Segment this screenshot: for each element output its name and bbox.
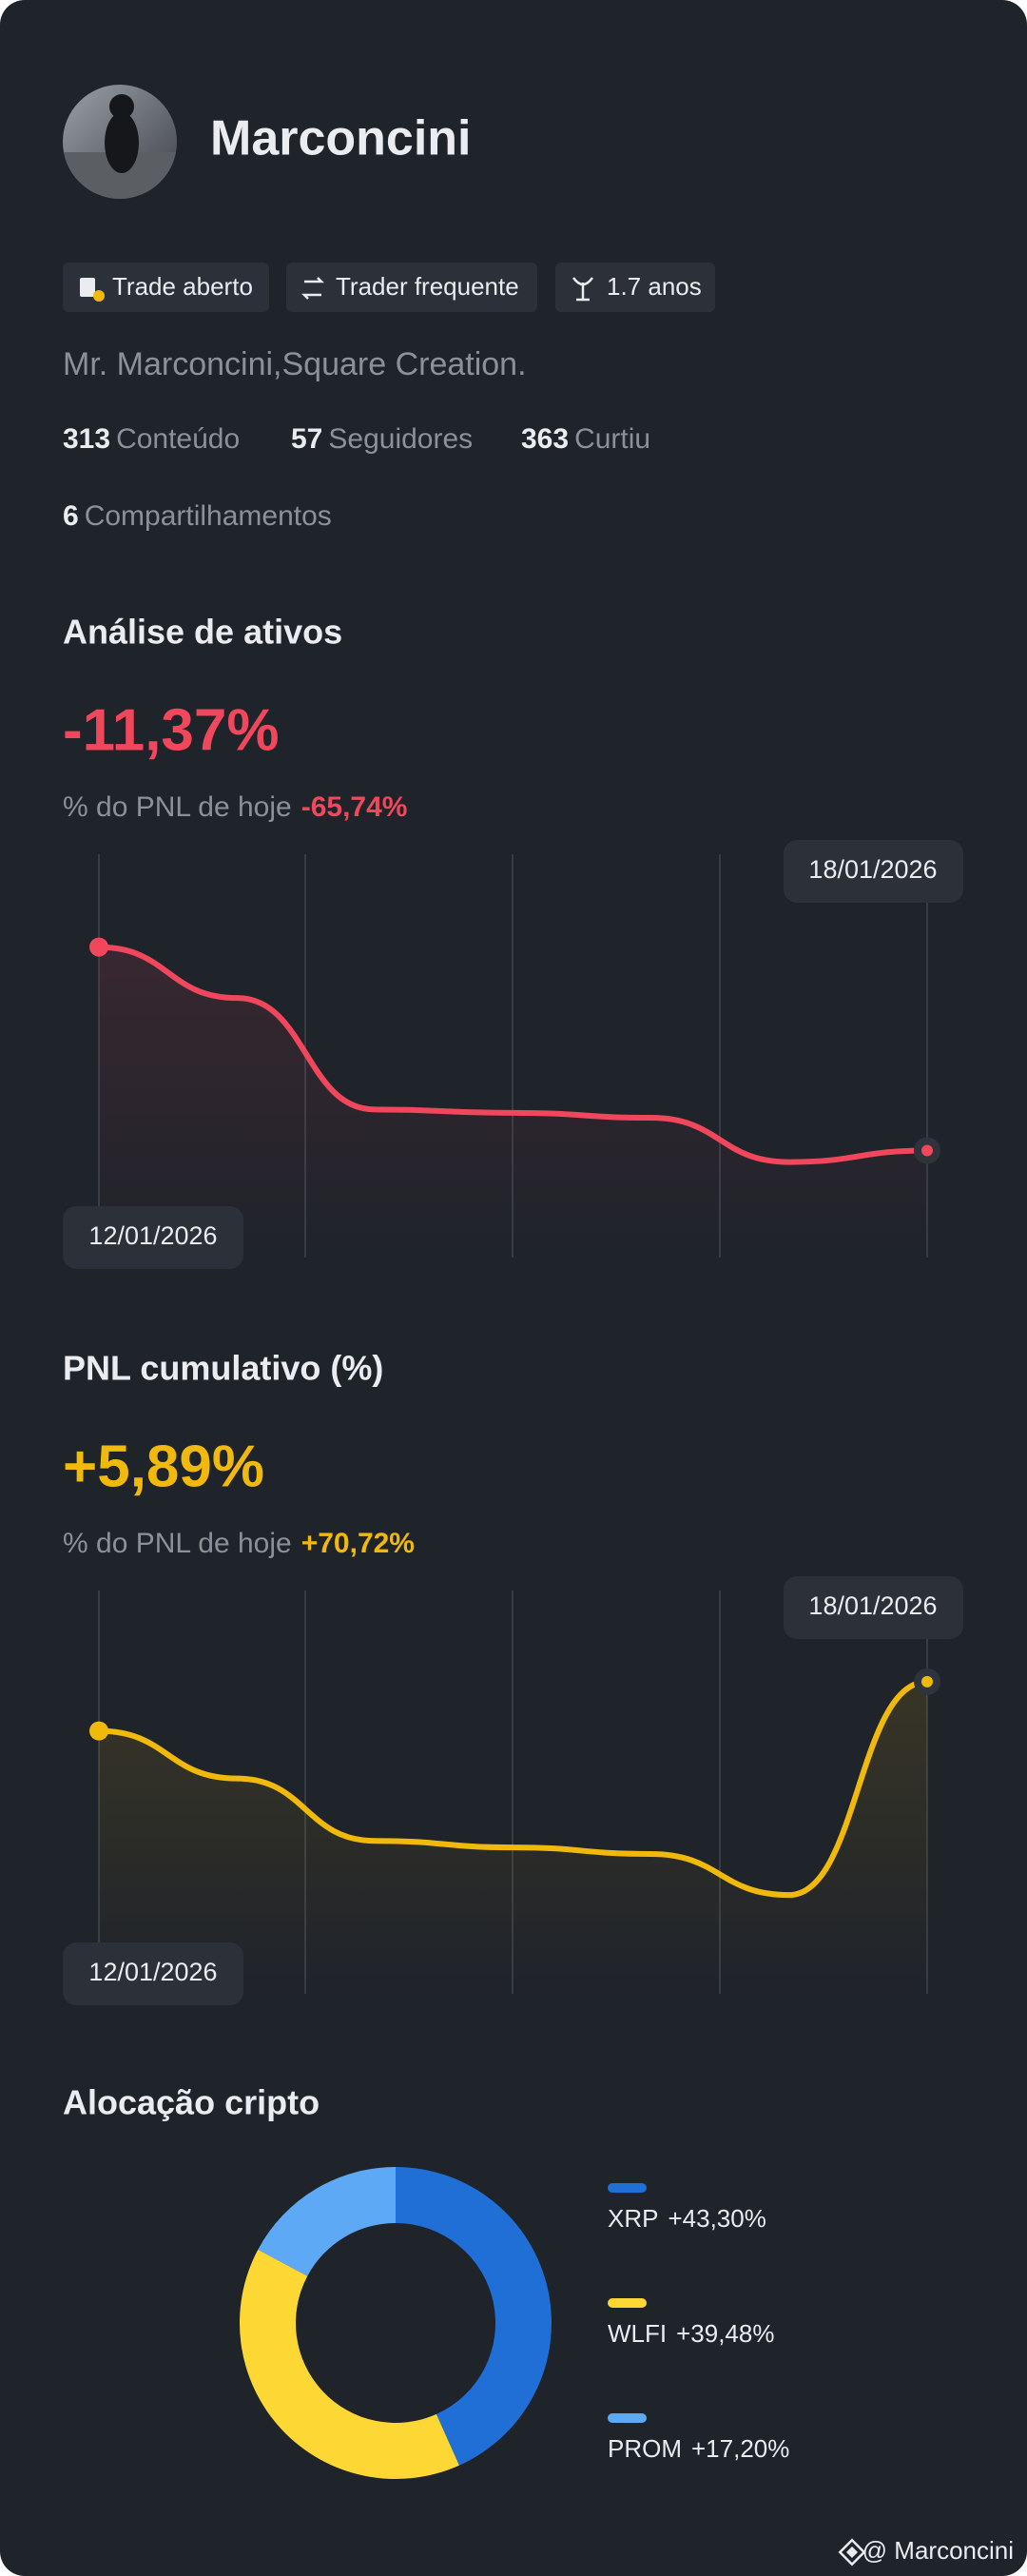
start-point bbox=[89, 937, 108, 957]
legend-label: WLFI +39,48% bbox=[608, 2319, 774, 2348]
legend-name: XRP bbox=[608, 2204, 658, 2233]
line bbox=[96, 944, 930, 1165]
end-point bbox=[914, 1668, 940, 1695]
section-title: PNL cumulativo (%) bbox=[63, 1349, 383, 1388]
stat-label: Conteúdo bbox=[116, 423, 240, 455]
stat-value: 313 bbox=[63, 423, 110, 455]
stat-value: 6 bbox=[63, 500, 79, 532]
avatar[interactable] bbox=[63, 85, 177, 200]
tag[interactable]: Trade aberto bbox=[63, 263, 269, 312]
legend-value: +39,48% bbox=[676, 2319, 774, 2348]
stat: 6 Compartilhamentos bbox=[63, 500, 332, 532]
donut-segment bbox=[240, 2249, 459, 2479]
tag[interactable]: Trader frequente bbox=[286, 263, 537, 312]
stat-value: 57 bbox=[291, 423, 322, 455]
subtitle: % do PNL de hoje +70,72% bbox=[63, 1528, 415, 1559]
date-label: 12/01/2026 bbox=[88, 1958, 217, 1986]
date-label: 12/01/2026 bbox=[88, 1221, 217, 1250]
stat: 57 Seguidores bbox=[291, 423, 473, 455]
subtitle-value: -65,74% bbox=[301, 791, 408, 823]
legend-value: +43,30% bbox=[668, 2204, 765, 2233]
date-badge bbox=[63, 1206, 243, 1269]
legend-value: +17,20% bbox=[691, 2434, 789, 2463]
tag-label: Trader frequente bbox=[336, 272, 519, 301]
tag-label: 1.7 anos bbox=[607, 272, 702, 301]
legend-swatch bbox=[608, 2183, 647, 2193]
section-title: Análise de ativos bbox=[63, 613, 342, 652]
date-label: 18/01/2026 bbox=[808, 855, 937, 884]
donut-segment bbox=[258, 2167, 396, 2276]
stat: 363 Curtiu bbox=[521, 423, 650, 455]
end-point bbox=[914, 1137, 940, 1164]
footer-handle: @ Marconcini bbox=[862, 2536, 1014, 2565]
line-area bbox=[99, 946, 927, 1258]
date-label: 18/01/2026 bbox=[808, 1591, 937, 1620]
donut-segment bbox=[396, 2167, 552, 2466]
footer: @ Marconcini bbox=[838, 2536, 1014, 2566]
date-badge bbox=[784, 840, 963, 903]
legend-label: PROM +17,20% bbox=[608, 2434, 789, 2463]
bio: Mr. Marconcini,Square Creation. bbox=[63, 346, 527, 382]
legend-name: WLFI bbox=[608, 2319, 667, 2348]
date-badge bbox=[784, 1576, 963, 1639]
tag[interactable]: 1.7 anos bbox=[555, 263, 715, 312]
subtitle-label: % do PNL de hoje bbox=[63, 1528, 292, 1559]
legend-swatch bbox=[608, 2413, 647, 2423]
profile-name: Marconcini bbox=[210, 111, 472, 166]
subtitle: % do PNL de hoje -65,74% bbox=[63, 791, 407, 823]
tag-label: Trade aberto bbox=[112, 272, 253, 301]
date-badge bbox=[63, 1942, 243, 2005]
headline-value: +5,89% bbox=[63, 1434, 264, 1499]
legend-name: PROM bbox=[608, 2434, 682, 2463]
stat: 313 Conteúdo bbox=[63, 423, 240, 455]
section-title: Alocação cripto bbox=[63, 2083, 320, 2122]
stat-value: 363 bbox=[521, 423, 569, 455]
start-point bbox=[89, 1721, 108, 1741]
line-area bbox=[99, 1681, 927, 1994]
subtitle-label: % do PNL de hoje bbox=[63, 791, 292, 823]
legend-label: XRP +43,30% bbox=[608, 2204, 766, 2233]
stat-label: Curtiu bbox=[574, 423, 650, 455]
stat-label: Seguidores bbox=[328, 423, 473, 455]
headline-value: -11,37% bbox=[63, 697, 280, 763]
legend-swatch bbox=[608, 2298, 647, 2308]
stat-label: Compartilhamentos bbox=[85, 500, 332, 532]
subtitle-value: +70,72% bbox=[301, 1528, 415, 1559]
line bbox=[96, 1678, 930, 1899]
